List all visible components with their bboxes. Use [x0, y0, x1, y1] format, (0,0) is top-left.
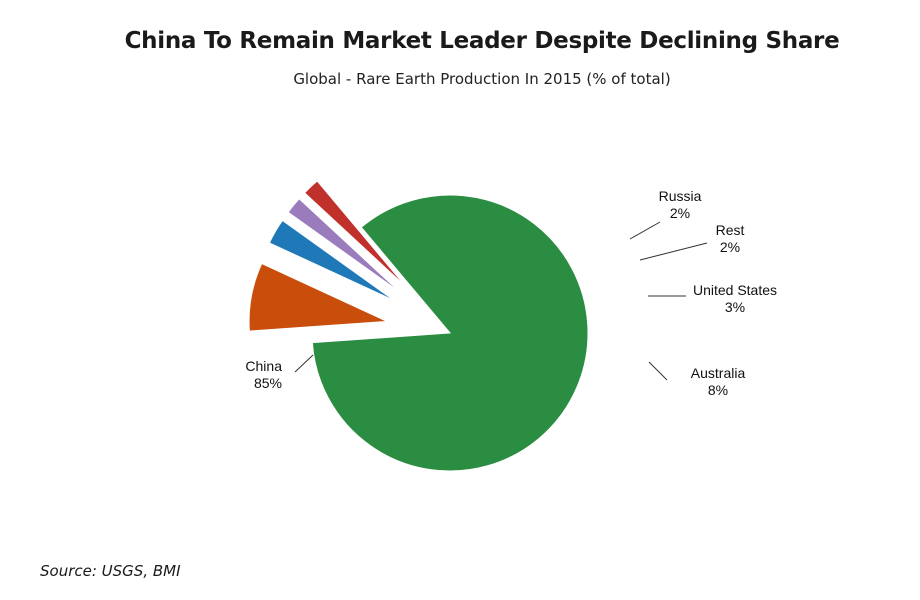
slice-value-russia: 2%: [670, 205, 690, 221]
slice-value-china: 85%: [254, 375, 282, 391]
slice-value-australia: 8%: [708, 382, 728, 398]
leader-line-rest: [639, 242, 708, 261]
chart-title: China To Remain Market Leader Despite De…: [124, 28, 840, 54]
slice-label-russia: Russia: [659, 188, 702, 204]
slice-value-united-states: 3%: [725, 299, 745, 315]
leader-line-australia: [648, 361, 668, 381]
slice-label-rest: Rest: [716, 222, 745, 238]
slice-label-australia: Australia: [691, 365, 746, 381]
pie-slice-united-states: [268, 219, 395, 302]
source-note: Source: USGS, BMI: [40, 562, 181, 580]
slice-label-china: China: [245, 358, 282, 374]
pie-slice-russia: [303, 180, 407, 288]
slice-value-rest: 2%: [720, 239, 740, 255]
pie-slice-australia: [248, 262, 388, 332]
pie-slice-china: [311, 194, 589, 472]
slice-label-united-states: United States: [693, 282, 777, 298]
leader-line-china: [294, 354, 314, 373]
pie-slice-rest: [287, 198, 401, 293]
chart-subtitle: Global - Rare Earth Production In 2015 (…: [293, 70, 671, 88]
leader-line-russia: [629, 221, 661, 240]
